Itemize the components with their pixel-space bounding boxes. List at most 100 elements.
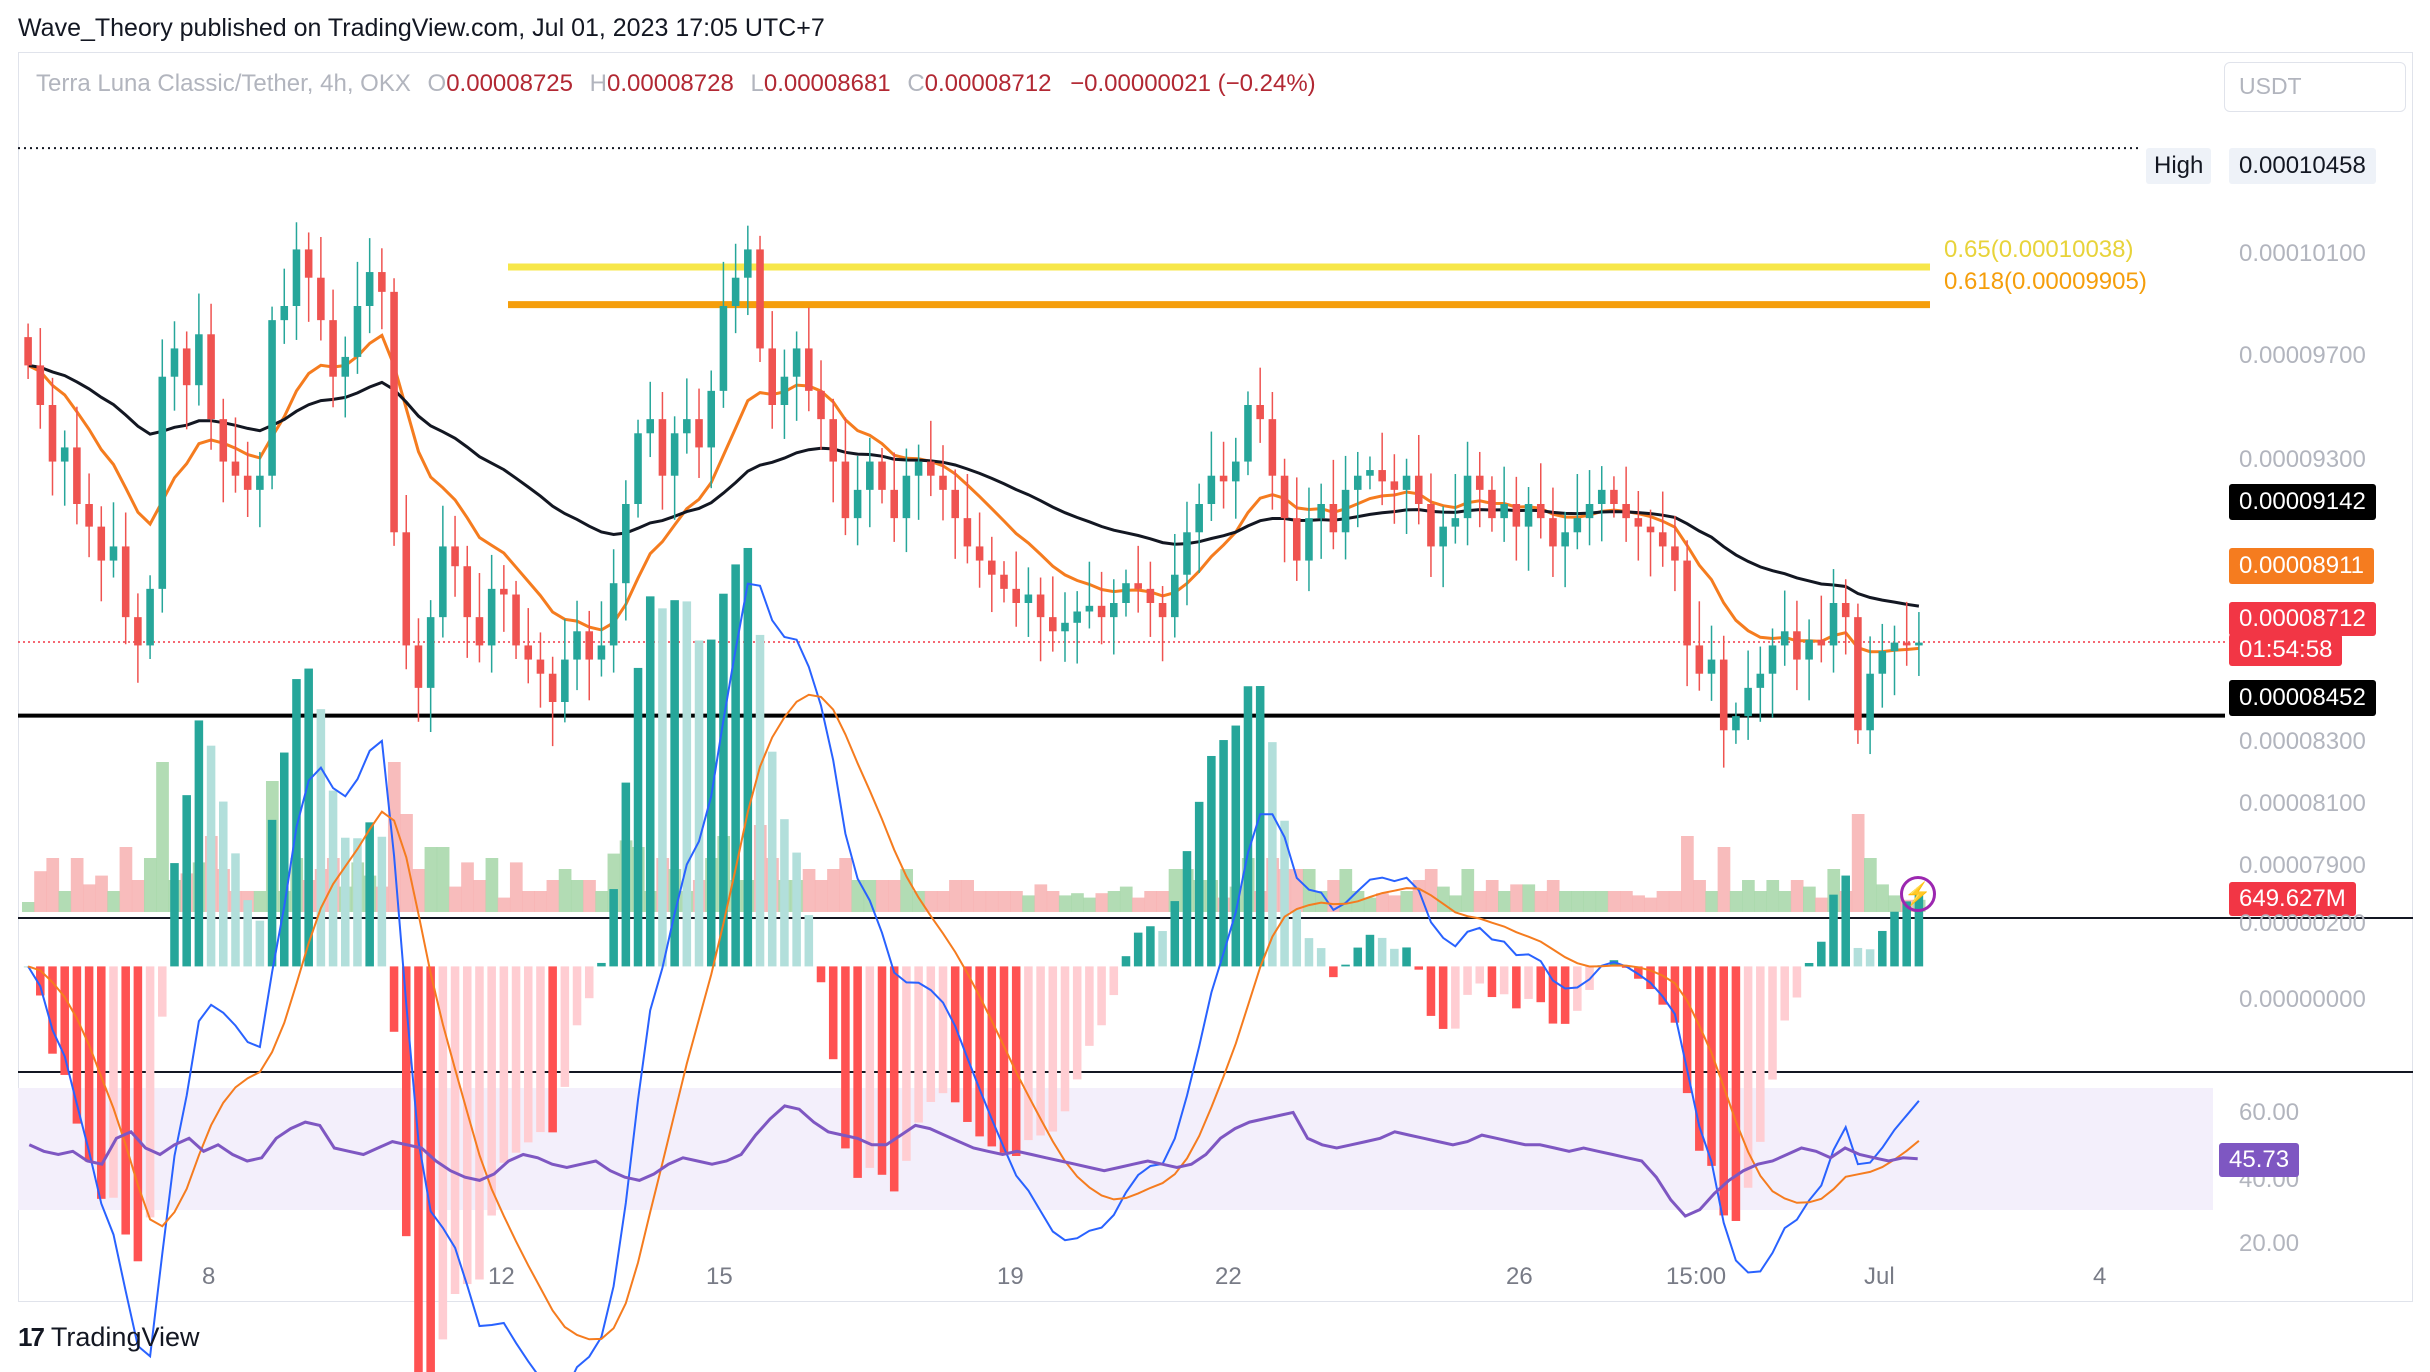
candle-body: [134, 617, 142, 646]
macd-histogram-bar: [97, 966, 106, 1199]
macd-histogram-bar: [1072, 966, 1082, 1080]
volume-bar: [1339, 869, 1353, 912]
volume-bar: [1107, 891, 1121, 912]
currency-selector[interactable]: USDT: [2224, 62, 2406, 112]
volume-bar: [949, 880, 962, 912]
candle-body: [1402, 475, 1411, 490]
candle-body: [1451, 518, 1460, 527]
volume-bar: [107, 891, 121, 912]
candle-body: [805, 348, 813, 391]
macd-histogram-bar: [1499, 966, 1509, 995]
candle-body: [792, 348, 801, 377]
macd-histogram-bar: [1329, 966, 1338, 978]
volume-bar: [22, 902, 35, 912]
candle-body: [817, 390, 825, 420]
macd-histogram-bar: [1487, 966, 1497, 998]
macd-histogram-bar: [280, 752, 289, 967]
time-tick: 15:00: [1666, 1263, 1727, 1290]
chart-frame[interactable]: [18, 52, 2413, 1302]
macd-histogram-bar: [963, 966, 972, 1122]
volume-bar: [1461, 869, 1475, 912]
time-tick: 12: [488, 1263, 515, 1290]
volume-bar: [936, 891, 950, 912]
macd-histogram-bar: [487, 966, 496, 1216]
candle-body: [256, 475, 264, 490]
macd-histogram-bar: [1914, 893, 1924, 967]
macd-histogram-bar: [1731, 966, 1741, 1221]
macd-histogram-bar: [1255, 686, 1265, 967]
volume-bar: [46, 858, 60, 912]
macd-histogram-bar: [1890, 911, 1899, 967]
volume-bar: [583, 880, 596, 912]
volume-bar: [924, 891, 938, 912]
macd-histogram-bar: [548, 966, 557, 1133]
candle-body: [1817, 639, 1826, 646]
candle-body: [1671, 546, 1679, 561]
candle-body: [1183, 532, 1191, 575]
candle-body: [36, 365, 45, 405]
volume-label: 649.627M: [2229, 882, 2356, 916]
candle-body: [280, 306, 289, 321]
macd-histogram-bar: [84, 966, 94, 1162]
candle-body: [561, 659, 569, 702]
macd-histogram-bar: [1756, 966, 1765, 1142]
macd-histogram-bar: [426, 966, 435, 1372]
candle-body: [1646, 526, 1655, 533]
rsi-tick: 60.00: [2239, 1099, 2300, 1126]
rsi-line: [28, 1104, 1918, 1218]
footer-brand: 17 TradingView: [18, 1322, 200, 1353]
candle-body: [768, 348, 777, 405]
open-key: O: [427, 70, 447, 97]
lightning-alert-icon[interactable]: ⚡: [1900, 876, 1936, 912]
time-tick: 19: [997, 1263, 1024, 1290]
symbol-name: Terra Luna Classic/Tether, 4h, OKX: [36, 70, 411, 97]
candle-body: [512, 594, 520, 646]
macd-histogram-bar: [304, 668, 313, 967]
candle-body: [1597, 489, 1606, 504]
candle-body: [48, 405, 57, 462]
macd-histogram-bar: [1011, 966, 1021, 1156]
volume-bar: [34, 871, 47, 912]
macd-histogram-bar: [353, 838, 362, 967]
macd-histogram-bar: [1902, 901, 1911, 967]
candle-body: [1549, 518, 1557, 547]
macd-histogram-bar: [1853, 947, 1863, 967]
candle-body: [1512, 504, 1521, 527]
macd-histogram-bar: [292, 679, 301, 967]
candle-body: [719, 306, 728, 391]
candle-body: [890, 489, 898, 519]
macd-histogram-bar: [670, 600, 679, 967]
candle-body: [475, 617, 484, 646]
macd-histogram-bar: [1158, 931, 1167, 967]
volume-bar: [1693, 880, 1706, 912]
candle-body: [707, 390, 716, 448]
macd-histogram-bar: [255, 920, 265, 967]
candle-body: [1573, 518, 1582, 533]
macd-histogram-bar: [499, 966, 509, 1163]
macd-histogram-bar: [1219, 740, 1228, 967]
macd-tick: 0.00000200: [2239, 910, 2366, 937]
change-value: −0.00000021 (−0.24%): [1070, 70, 1316, 97]
candle-body: [1097, 605, 1106, 618]
volume-bar: [95, 875, 108, 912]
macd-histogram-bar: [560, 966, 570, 1087]
macd-histogram-bar: [328, 790, 338, 967]
volume-bar: [131, 880, 145, 912]
candles: [24, 222, 1923, 768]
volume-bar: [143, 858, 157, 912]
candle-body: [1439, 526, 1447, 547]
volume-bar: [1010, 891, 1023, 912]
macd-histogram-bar: [1792, 966, 1802, 998]
candle-body: [744, 249, 752, 278]
symbol-legend: Terra Luna Classic/Tether, 4h, OKX O0.00…: [36, 70, 1316, 98]
volume-bar: [863, 880, 877, 912]
macd-histogram-bar: [743, 547, 753, 967]
candle-body: [1085, 605, 1094, 612]
volume-bar: [1473, 891, 1487, 912]
volume-bar: [436, 847, 450, 912]
macd-histogram-bar: [182, 795, 191, 967]
candle-body: [1366, 470, 1374, 476]
rsi-pane: [28, 1104, 1918, 1218]
volume-bar: [1022, 895, 1035, 912]
